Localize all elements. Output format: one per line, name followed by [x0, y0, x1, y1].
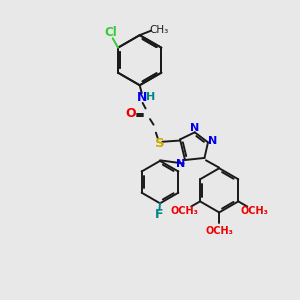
Text: OCH₃: OCH₃ [170, 206, 198, 216]
Text: H: H [146, 92, 155, 102]
Text: N: N [136, 91, 147, 104]
Text: N: N [208, 136, 217, 146]
Text: Cl: Cl [105, 26, 118, 40]
Text: O: O [125, 107, 136, 120]
Text: N: N [190, 123, 199, 133]
Text: N: N [176, 159, 185, 169]
Text: S: S [155, 137, 165, 150]
Text: F: F [155, 208, 164, 221]
Text: CH₃: CH₃ [149, 25, 169, 35]
Text: OCH₃: OCH₃ [240, 206, 268, 216]
Text: OCH₃: OCH₃ [205, 226, 233, 236]
